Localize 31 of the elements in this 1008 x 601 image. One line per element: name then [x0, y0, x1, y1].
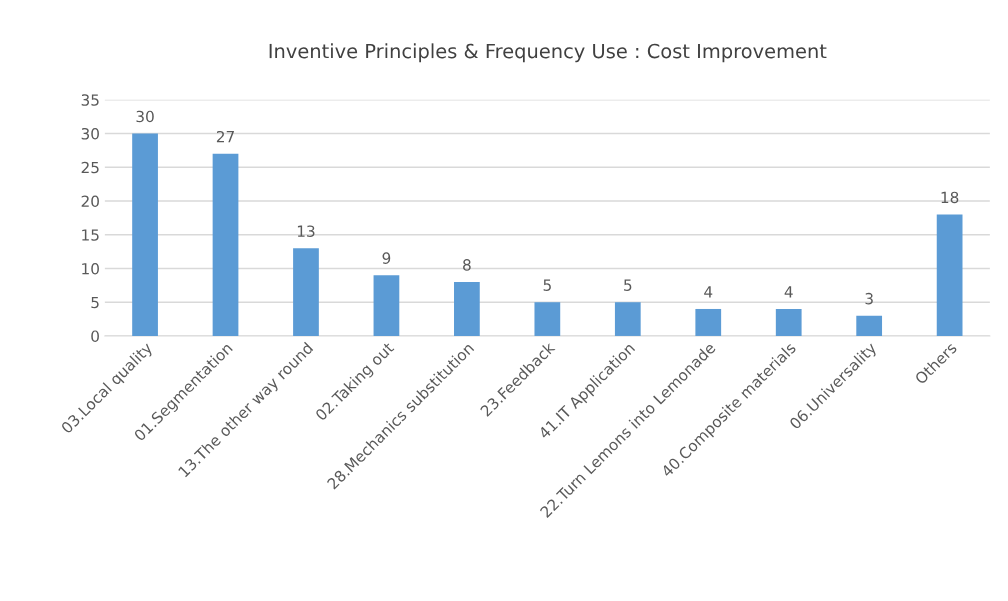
y-tick-label: 10	[82, 262, 99, 275]
data-label: 8	[463, 259, 471, 271]
bar	[293, 248, 319, 336]
data-label: 18	[941, 191, 959, 204]
data-label: 30	[136, 110, 154, 123]
y-tick-label: 20	[81, 195, 99, 208]
bar	[454, 281, 480, 336]
data-label: 27	[216, 130, 234, 143]
y-tick-label: 25	[81, 161, 99, 174]
bar	[614, 302, 641, 336]
bar	[695, 308, 722, 336]
chart-title: Inventive Principles & Frequency Use : Cost Improvement	[269, 43, 827, 63]
y-tick-label: 35	[81, 94, 99, 106]
data-label: 5	[543, 279, 551, 291]
data-label: 9	[382, 252, 391, 264]
data-label: 4	[784, 286, 793, 298]
data-label: 5	[624, 279, 632, 291]
y-tick-label: 5	[91, 296, 99, 309]
bar	[373, 275, 400, 336]
bar	[775, 308, 802, 336]
y-tick-label: 15	[82, 229, 99, 241]
bar	[534, 302, 561, 336]
data-label: 13	[297, 225, 315, 237]
data-label: 3	[865, 292, 873, 305]
bar	[212, 153, 239, 336]
y-tick-label: 30	[81, 127, 99, 140]
bar	[856, 315, 883, 336]
bar	[132, 133, 158, 336]
y-tick-label: 0	[91, 330, 99, 342]
bar	[936, 214, 963, 336]
data-label: 4	[704, 286, 713, 298]
